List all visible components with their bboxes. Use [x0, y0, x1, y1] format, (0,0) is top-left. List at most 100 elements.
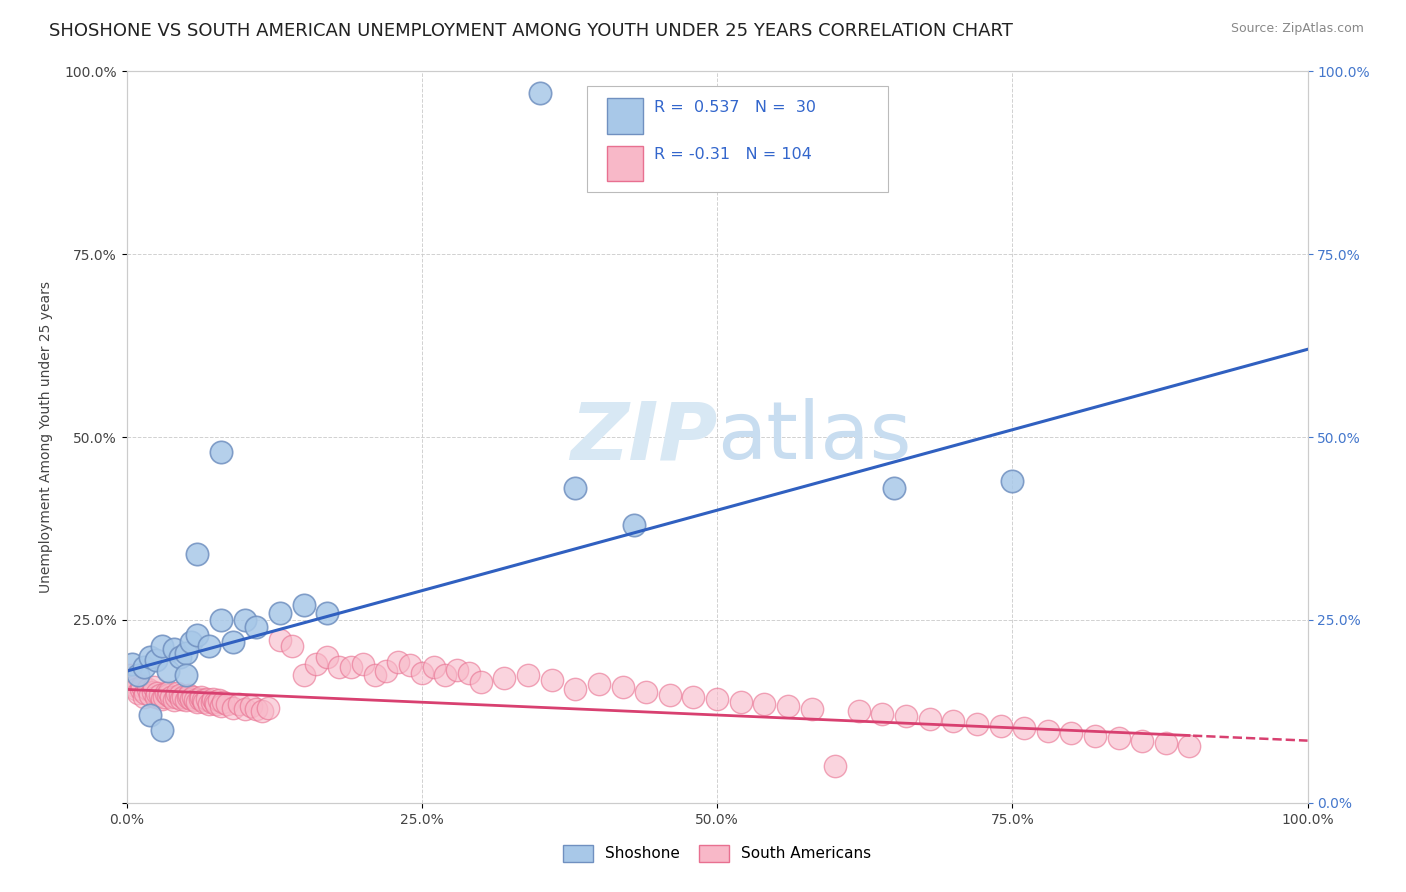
Point — [215, 697, 238, 711]
Text: R =  0.537   N =  30: R = 0.537 N = 30 — [654, 100, 817, 115]
Point — [195, 692, 218, 706]
Point — [990, 719, 1012, 733]
Point — [193, 695, 215, 709]
Point — [222, 700, 245, 714]
Point — [894, 709, 917, 723]
Point — [205, 697, 228, 711]
Point — [363, 667, 385, 681]
Point — [564, 481, 586, 495]
Point — [228, 697, 250, 711]
Point — [399, 658, 422, 673]
Point — [150, 692, 173, 706]
Point — [212, 695, 235, 709]
Point — [233, 702, 256, 716]
Point — [186, 695, 208, 709]
Bar — [607, 146, 643, 181]
Point — [120, 667, 142, 681]
Point — [269, 633, 291, 648]
Point — [292, 599, 315, 613]
Point — [730, 695, 752, 709]
Point — [165, 690, 187, 704]
Point — [146, 686, 169, 700]
Point — [1130, 733, 1153, 747]
Point — [142, 680, 165, 694]
Point — [129, 682, 152, 697]
Point — [193, 693, 215, 707]
Point — [252, 705, 274, 719]
Point — [281, 639, 304, 653]
Point — [169, 688, 191, 702]
Point — [470, 675, 492, 690]
Point — [1084, 729, 1107, 743]
Point — [136, 682, 159, 697]
Y-axis label: Unemployment Among Youth under 25 years: Unemployment Among Youth under 25 years — [39, 281, 53, 593]
Point — [257, 700, 280, 714]
Point — [149, 688, 172, 702]
Point — [174, 667, 197, 681]
Point — [872, 706, 894, 721]
Point — [776, 699, 799, 714]
Point — [181, 690, 204, 704]
Point — [186, 627, 208, 641]
Point — [156, 688, 179, 702]
Point — [172, 690, 194, 704]
Point — [966, 716, 988, 731]
Point — [1012, 721, 1035, 735]
Point — [1036, 724, 1059, 739]
Point — [540, 673, 562, 687]
Point — [190, 690, 212, 704]
Point — [125, 682, 148, 697]
Point — [177, 690, 200, 704]
Text: SHOSHONE VS SOUTH AMERICAN UNEMPLOYMENT AMONG YOUTH UNDER 25 YEARS CORRELATION C: SHOSHONE VS SOUTH AMERICAN UNEMPLOYMENT … — [49, 22, 1014, 40]
Point — [422, 660, 444, 674]
Point — [184, 693, 207, 707]
Point — [180, 692, 202, 706]
Point — [375, 664, 398, 678]
Point — [209, 613, 232, 627]
Point — [1154, 736, 1177, 750]
Point — [446, 663, 468, 677]
Point — [209, 444, 232, 458]
Point — [233, 613, 256, 627]
Point — [316, 649, 339, 664]
Point — [131, 679, 153, 693]
Text: ZIP: ZIP — [569, 398, 717, 476]
Point — [239, 699, 262, 714]
Point — [1178, 739, 1201, 753]
Point — [824, 759, 846, 773]
Point — [121, 657, 143, 671]
Point — [198, 697, 221, 711]
Point — [623, 517, 645, 532]
Point — [269, 606, 291, 620]
Point — [942, 714, 965, 728]
Point — [1001, 474, 1024, 488]
Point — [174, 646, 197, 660]
Point — [153, 690, 176, 704]
Point — [155, 686, 177, 700]
Point — [156, 664, 179, 678]
Point — [166, 686, 188, 700]
Point — [134, 686, 156, 700]
Point — [1108, 731, 1130, 746]
Point — [160, 690, 183, 704]
Point — [174, 693, 197, 707]
Point — [458, 665, 481, 680]
Point — [612, 680, 634, 694]
Point — [800, 702, 823, 716]
Point — [706, 692, 728, 706]
Point — [328, 660, 350, 674]
Point — [186, 547, 208, 561]
Point — [848, 705, 870, 719]
Point — [588, 677, 610, 691]
Point — [494, 672, 516, 686]
Point — [292, 667, 315, 681]
Text: Source: ZipAtlas.com: Source: ZipAtlas.com — [1230, 22, 1364, 36]
Point — [245, 702, 267, 716]
Point — [517, 667, 540, 681]
Point — [163, 642, 186, 657]
Point — [179, 688, 201, 702]
Text: R = -0.31   N = 104: R = -0.31 N = 104 — [654, 147, 813, 162]
Point — [170, 692, 193, 706]
Point — [198, 639, 221, 653]
Point — [127, 667, 149, 681]
